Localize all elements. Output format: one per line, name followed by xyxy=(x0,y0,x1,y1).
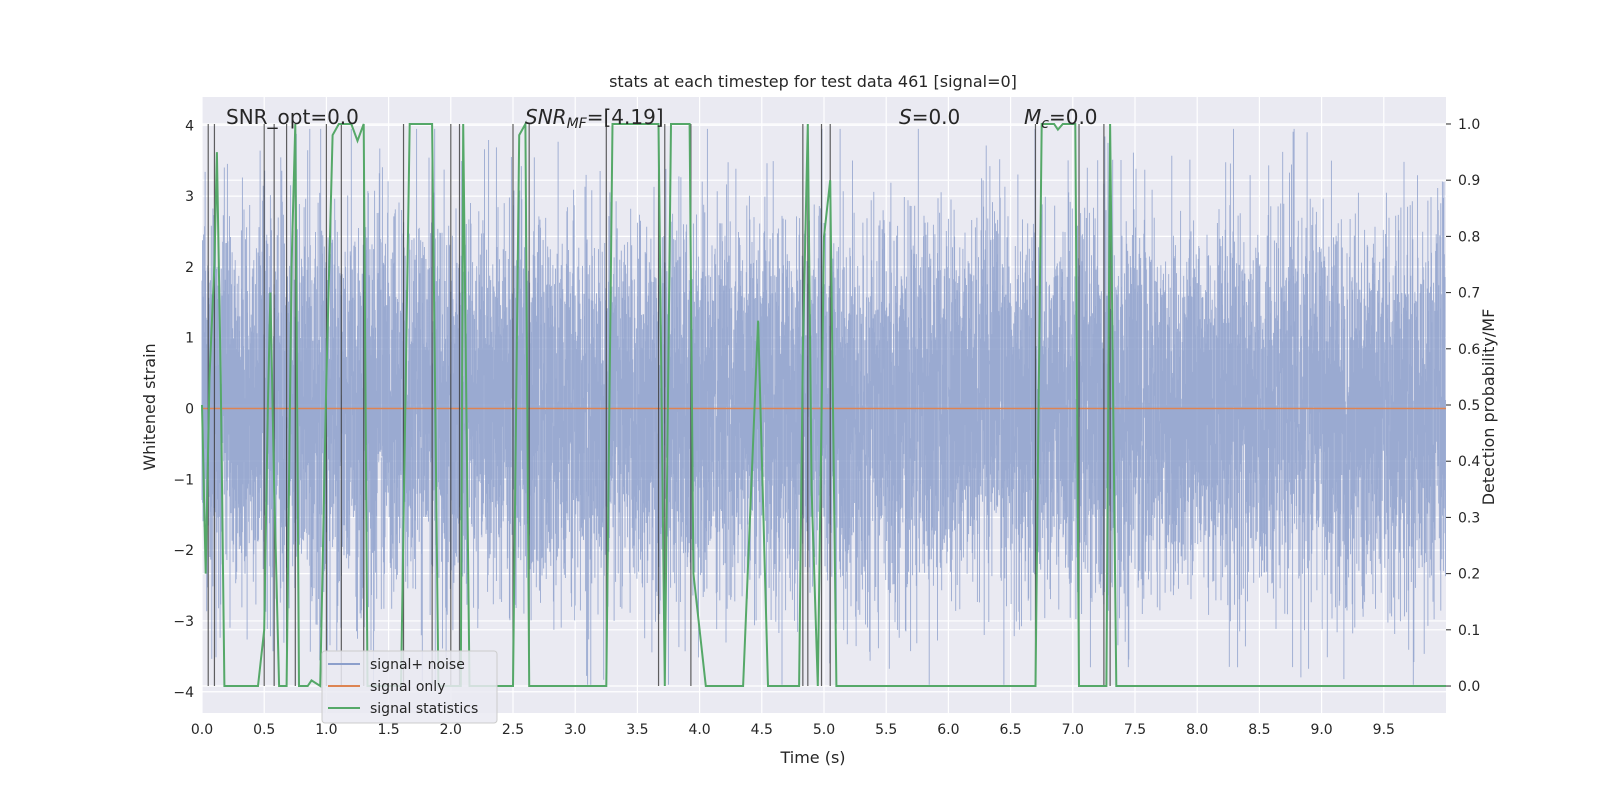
annotation-snr-opt: SNR_opt=0.0 xyxy=(226,105,359,129)
legend-label-signal: signal only xyxy=(370,679,445,695)
y-tick-label: 2 xyxy=(185,260,194,276)
x-tick-label: 8.5 xyxy=(1248,722,1270,738)
y-axis-label: Whitened strain xyxy=(140,343,159,470)
x-tick-label: 6.5 xyxy=(999,722,1021,738)
y2-tick-label: 0.4 xyxy=(1458,454,1480,470)
snr-mf-symbol: SNR xyxy=(525,105,567,129)
x-tick-label: 6.0 xyxy=(937,722,959,738)
y-tick-label: 3 xyxy=(185,189,194,205)
x-tick-label: 7.0 xyxy=(1062,722,1084,738)
y-axis-ticks: −4 −3 −2 −1 0 1 2 3 4 xyxy=(173,118,194,700)
legend-label-noise: signal+ noise xyxy=(370,657,465,673)
x-tick-label: 0.0 xyxy=(191,722,213,738)
x-tick-label: 2.0 xyxy=(440,722,462,738)
y2-tick-label: 0.0 xyxy=(1458,679,1480,695)
series-signal-statistics xyxy=(201,120,1446,688)
chart-title: stats at each timestep for test data 461… xyxy=(609,72,1017,91)
x-tick-label: 5.5 xyxy=(875,722,897,738)
y2-tick-label: 0.5 xyxy=(1458,398,1480,414)
legend-box xyxy=(321,650,498,724)
y-tick-label: 0 xyxy=(185,402,194,418)
annotation-mc: Mc=0.0 xyxy=(1024,105,1098,132)
snr-mf-subscript: MF xyxy=(567,116,588,132)
mc-value: =0.0 xyxy=(1049,105,1098,129)
x-tick-label: 0.5 xyxy=(253,722,275,738)
y2-tick-label: 0.9 xyxy=(1458,173,1480,189)
y2-axis-label: Detection probability/MF xyxy=(1479,309,1498,506)
y-tick-label: −1 xyxy=(173,472,194,488)
y-tick-label: −2 xyxy=(173,543,194,559)
x-tick-label: 3.0 xyxy=(564,722,586,738)
x-tick-label: 9.5 xyxy=(1373,722,1395,738)
y2-axis-ticks: 0.0 0.1 0.2 0.3 0.4 0.5 0.6 0.7 0.8 0.9 1.0 xyxy=(1446,117,1480,695)
y-tick-label: 1 xyxy=(185,331,194,347)
y2-tick-label: 0.3 xyxy=(1458,510,1480,526)
x-tick-label: 3.5 xyxy=(626,722,648,738)
y2-tick-label: 0.2 xyxy=(1458,567,1480,583)
s-symbol: S xyxy=(899,105,912,129)
annotation-s: S=0.0 xyxy=(899,105,960,129)
x-tick-label: 1.0 xyxy=(315,722,337,738)
y2-tick-label: 0.1 xyxy=(1458,623,1480,639)
x-tick-label: 5.0 xyxy=(813,722,835,738)
y-tick-label: −3 xyxy=(173,614,194,630)
x-tick-label: 4.5 xyxy=(751,722,773,738)
x-tick-label: 8.0 xyxy=(1186,722,1208,738)
mc-symbol: M xyxy=(1024,105,1041,129)
x-tick-label: 7.5 xyxy=(1124,722,1146,738)
x-tick-label: 9.0 xyxy=(1310,722,1332,738)
y2-tick-label: 0.8 xyxy=(1458,229,1480,245)
y2-tick-label: 1.0 xyxy=(1458,117,1480,133)
y2-tick-label: 0.6 xyxy=(1458,342,1480,358)
x-axis-label: Time (s) xyxy=(779,748,845,767)
x-tick-label: 1.5 xyxy=(377,722,399,738)
snr-mf-value: =[4.19] xyxy=(587,105,664,129)
x-tick-label: 2.5 xyxy=(502,722,524,738)
mc-subscript: c xyxy=(1041,116,1049,132)
y2-tick-label: 0.7 xyxy=(1458,286,1480,302)
x-tick-label: 4.0 xyxy=(688,722,710,738)
legend-label-stats: signal statistics xyxy=(370,701,478,717)
annotation-snr-mf: SNRMF=[4.19] xyxy=(525,105,664,132)
y-tick-label: −4 xyxy=(173,685,194,701)
legend: signal+ noise signal only signal statist… xyxy=(321,650,498,724)
y-tick-label: 4 xyxy=(185,118,194,134)
x-axis-ticks: 0.0 0.5 1.0 1.5 2.0 2.5 3.0 3.5 4.0 4.5 5.0 5.5 6.0 6… xyxy=(191,722,1395,738)
event-vlines xyxy=(207,123,1111,687)
s-value: =0.0 xyxy=(912,105,961,129)
